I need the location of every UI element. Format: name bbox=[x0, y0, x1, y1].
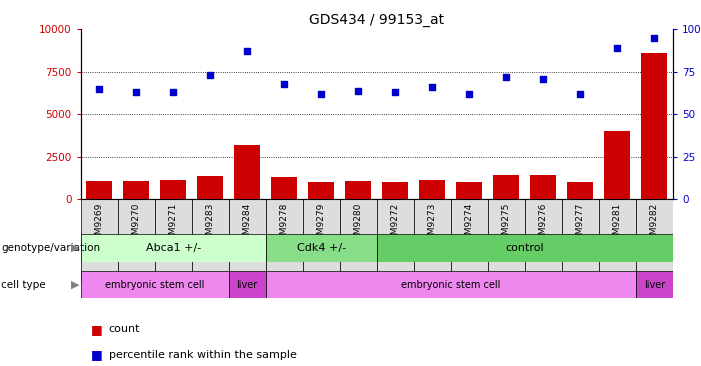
Point bbox=[390, 89, 401, 95]
Point bbox=[130, 89, 142, 95]
Bar bbox=[234, 145, 260, 199]
Point bbox=[427, 84, 438, 90]
Text: GSM9273: GSM9273 bbox=[428, 203, 437, 246]
Bar bbox=[340, 199, 377, 282]
Text: GSM9272: GSM9272 bbox=[390, 203, 400, 246]
Bar bbox=[271, 178, 297, 199]
Bar bbox=[229, 199, 266, 282]
Text: GSM9279: GSM9279 bbox=[317, 203, 326, 246]
Text: embryonic stem cell: embryonic stem cell bbox=[105, 280, 205, 290]
Text: ■: ■ bbox=[91, 323, 103, 336]
Bar bbox=[525, 199, 562, 282]
Text: GSM9283: GSM9283 bbox=[205, 203, 215, 246]
Text: Abca1 +/-: Abca1 +/- bbox=[146, 243, 200, 253]
Bar bbox=[636, 199, 673, 282]
Bar bbox=[191, 199, 229, 282]
Bar bbox=[377, 199, 414, 282]
Text: Cdk4 +/-: Cdk4 +/- bbox=[297, 243, 346, 253]
Bar bbox=[155, 199, 191, 282]
Bar bbox=[161, 180, 186, 199]
Text: GSM9282: GSM9282 bbox=[650, 203, 659, 246]
Text: GSM9281: GSM9281 bbox=[613, 203, 622, 246]
Bar bbox=[81, 234, 266, 262]
Point bbox=[242, 48, 253, 54]
Bar bbox=[636, 271, 673, 298]
Bar bbox=[86, 181, 112, 199]
Text: liver: liver bbox=[236, 280, 258, 290]
Point bbox=[205, 72, 216, 78]
Bar bbox=[346, 181, 372, 199]
Text: GSM9269: GSM9269 bbox=[95, 203, 104, 246]
Text: ▶: ▶ bbox=[72, 280, 80, 290]
Bar bbox=[308, 182, 334, 199]
Bar bbox=[451, 199, 488, 282]
Text: GSM9278: GSM9278 bbox=[280, 203, 289, 246]
Text: GSM9276: GSM9276 bbox=[539, 203, 548, 246]
Title: GDS434 / 99153_at: GDS434 / 99153_at bbox=[309, 13, 444, 27]
Bar bbox=[266, 199, 303, 282]
Text: GSM9280: GSM9280 bbox=[354, 203, 363, 246]
Text: liver: liver bbox=[644, 280, 665, 290]
Point bbox=[93, 86, 104, 92]
Text: GSM9270: GSM9270 bbox=[132, 203, 141, 246]
Text: GSM9274: GSM9274 bbox=[465, 203, 474, 246]
Text: genotype/variation: genotype/variation bbox=[1, 243, 100, 253]
Point bbox=[464, 91, 475, 97]
Bar bbox=[562, 199, 599, 282]
Bar bbox=[81, 271, 229, 298]
Text: ■: ■ bbox=[91, 348, 103, 362]
Text: embryonic stem cell: embryonic stem cell bbox=[401, 280, 501, 290]
Bar bbox=[377, 234, 673, 262]
Text: GSM9275: GSM9275 bbox=[502, 203, 511, 246]
Bar bbox=[303, 199, 340, 282]
Bar bbox=[197, 176, 223, 199]
Bar bbox=[599, 199, 636, 282]
Text: GSM9277: GSM9277 bbox=[576, 203, 585, 246]
Bar bbox=[382, 182, 408, 199]
Point bbox=[612, 45, 623, 51]
Text: count: count bbox=[109, 324, 140, 335]
Bar bbox=[567, 182, 593, 199]
Bar bbox=[419, 180, 445, 199]
Bar bbox=[123, 181, 149, 199]
Point bbox=[649, 35, 660, 41]
Text: cell type: cell type bbox=[1, 280, 46, 290]
Point bbox=[353, 87, 364, 93]
Bar bbox=[604, 131, 630, 199]
Bar bbox=[81, 199, 118, 282]
Bar bbox=[266, 234, 377, 262]
Text: control: control bbox=[505, 243, 544, 253]
Bar bbox=[229, 271, 266, 298]
Point bbox=[315, 91, 327, 97]
Bar bbox=[488, 199, 525, 282]
Bar bbox=[531, 175, 557, 199]
Point bbox=[168, 89, 179, 95]
Point bbox=[501, 74, 512, 80]
Bar bbox=[266, 271, 636, 298]
Bar bbox=[118, 199, 155, 282]
Point bbox=[278, 81, 290, 87]
Bar bbox=[414, 199, 451, 282]
Text: GSM9284: GSM9284 bbox=[243, 203, 252, 246]
Bar bbox=[641, 53, 667, 199]
Text: ▶: ▶ bbox=[72, 243, 80, 253]
Bar bbox=[494, 175, 519, 199]
Point bbox=[538, 76, 549, 82]
Bar bbox=[456, 182, 482, 199]
Text: percentile rank within the sample: percentile rank within the sample bbox=[109, 350, 297, 360]
Point bbox=[575, 91, 586, 97]
Text: GSM9271: GSM9271 bbox=[169, 203, 177, 246]
